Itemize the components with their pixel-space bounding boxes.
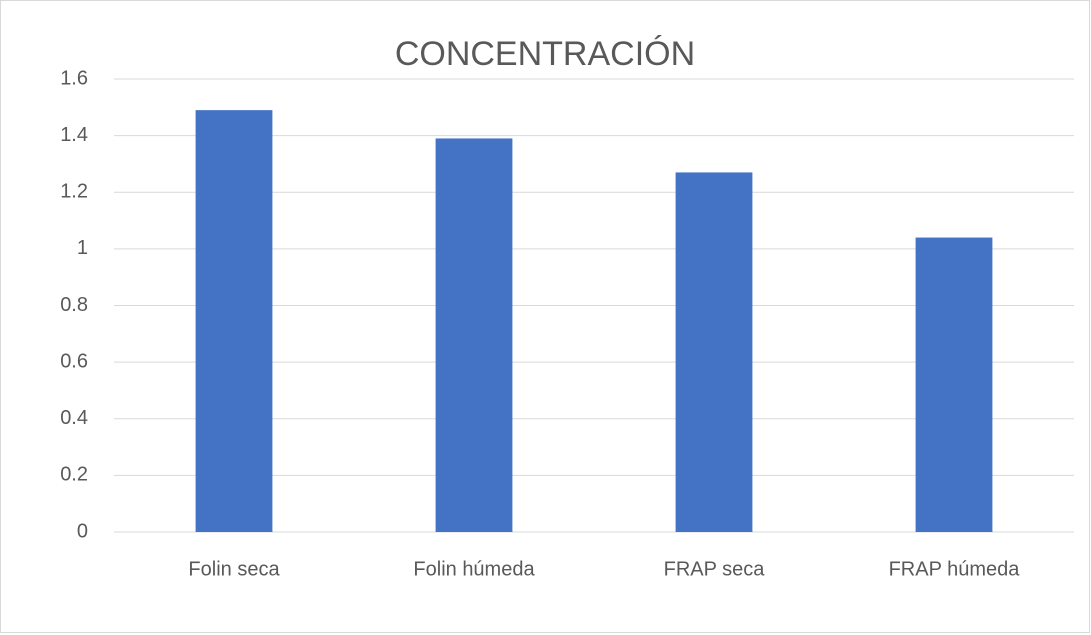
x-tick-label: FRAP húmeda — [889, 558, 1021, 580]
y-tick-label: 0.4 — [60, 407, 88, 429]
y-tick-label: 0.2 — [60, 464, 88, 486]
y-tick-label: 1.6 — [60, 67, 88, 89]
bar — [195, 110, 273, 533]
bar — [435, 138, 513, 533]
y-tick-label: 1.4 — [60, 124, 88, 146]
chart-title: CONCENTRACIÓN — [395, 35, 695, 73]
y-tick-label: 0 — [77, 520, 88, 542]
y-tick-label: 0.6 — [60, 350, 88, 372]
bar — [915, 237, 993, 533]
y-tick-label: 1 — [77, 237, 88, 259]
x-tick-label: Folin húmeda — [413, 558, 535, 580]
y-tick-label: 0.8 — [60, 294, 88, 316]
x-tick-label: Folin seca — [188, 558, 280, 580]
x-tick-label: FRAP seca — [664, 558, 766, 580]
y-tick-label: 1.2 — [60, 181, 88, 203]
bar — [675, 172, 753, 532]
